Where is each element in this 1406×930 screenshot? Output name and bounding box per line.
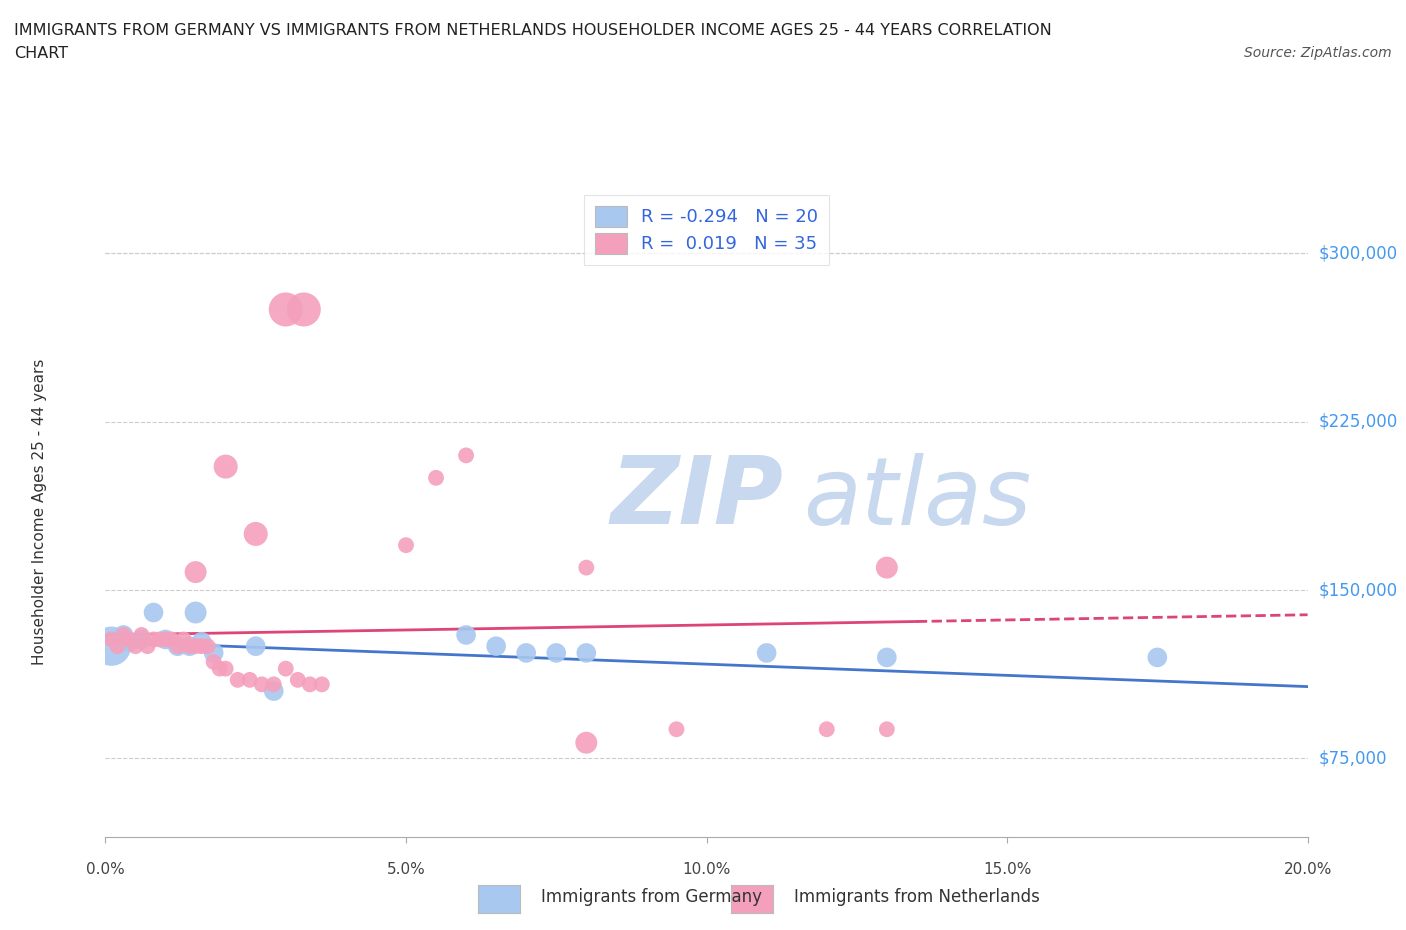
Point — [155, 632, 177, 647]
Point — [131, 632, 153, 647]
Point — [131, 628, 153, 643]
Point — [485, 639, 508, 654]
Text: CHART: CHART — [14, 46, 67, 61]
Point — [454, 628, 477, 643]
Point — [454, 448, 477, 463]
Point — [395, 538, 418, 552]
Point — [515, 645, 537, 660]
Point — [208, 661, 231, 676]
Point — [118, 632, 141, 647]
Point — [190, 639, 212, 654]
Text: atlas: atlas — [803, 453, 1031, 544]
Text: $300,000: $300,000 — [1319, 245, 1398, 262]
Point — [184, 605, 207, 620]
Point — [263, 684, 285, 698]
Point — [112, 628, 135, 643]
Point — [184, 565, 207, 579]
Point — [214, 661, 236, 676]
Point — [179, 639, 201, 654]
Text: ZIP: ZIP — [610, 453, 783, 544]
Point — [274, 302, 297, 317]
Text: IMMIGRANTS FROM GERMANY VS IMMIGRANTS FROM NETHERLANDS HOUSEHOLDER INCOME AGES 2: IMMIGRANTS FROM GERMANY VS IMMIGRANTS FR… — [14, 23, 1052, 38]
Point — [245, 526, 267, 541]
Point — [136, 639, 159, 654]
Text: 5.0%: 5.0% — [387, 862, 426, 877]
Point — [575, 645, 598, 660]
Point — [190, 634, 212, 649]
Point — [107, 639, 129, 654]
Point — [292, 302, 315, 317]
Point — [876, 722, 898, 737]
Text: Immigrants from Germany: Immigrants from Germany — [541, 888, 762, 907]
Point — [124, 639, 146, 654]
Point — [1146, 650, 1168, 665]
Text: 0.0%: 0.0% — [86, 862, 125, 877]
Legend: R = -0.294   N = 20, R =  0.019   N = 35: R = -0.294 N = 20, R = 0.019 N = 35 — [583, 195, 830, 265]
Point — [575, 560, 598, 575]
Point — [118, 634, 141, 649]
Point — [148, 632, 170, 647]
Point — [179, 639, 201, 654]
Point — [142, 605, 165, 620]
Point — [100, 632, 122, 647]
Point — [665, 722, 688, 737]
Point — [250, 677, 273, 692]
Point — [155, 632, 177, 647]
Point — [202, 645, 225, 660]
Point — [239, 672, 262, 687]
Text: $150,000: $150,000 — [1319, 581, 1398, 599]
Text: $225,000: $225,000 — [1319, 413, 1398, 431]
Point — [876, 560, 898, 575]
Text: Source: ZipAtlas.com: Source: ZipAtlas.com — [1244, 46, 1392, 60]
Point — [263, 677, 285, 692]
Text: Householder Income Ages 25 - 44 years: Householder Income Ages 25 - 44 years — [32, 358, 46, 665]
Point — [274, 661, 297, 676]
Point — [100, 639, 122, 654]
Text: 20.0%: 20.0% — [1284, 862, 1331, 877]
Text: $75,000: $75,000 — [1319, 750, 1388, 767]
Point — [184, 639, 207, 654]
Point — [160, 632, 183, 647]
Text: 10.0%: 10.0% — [682, 862, 731, 877]
Text: 15.0%: 15.0% — [983, 862, 1031, 877]
Point — [815, 722, 838, 737]
Point — [425, 471, 447, 485]
Point — [226, 672, 249, 687]
Point — [245, 639, 267, 654]
Point — [202, 655, 225, 670]
Point — [173, 632, 195, 647]
Point — [575, 736, 598, 751]
Point — [287, 672, 309, 687]
Text: Immigrants from Netherlands: Immigrants from Netherlands — [794, 888, 1040, 907]
Point — [311, 677, 333, 692]
Point — [214, 459, 236, 474]
Point — [112, 628, 135, 643]
Point — [546, 645, 568, 660]
Point — [197, 639, 219, 654]
Point — [298, 677, 321, 692]
Point — [876, 650, 898, 665]
Point — [755, 645, 778, 660]
Point — [166, 639, 188, 654]
Point — [166, 639, 188, 654]
Point — [142, 632, 165, 647]
